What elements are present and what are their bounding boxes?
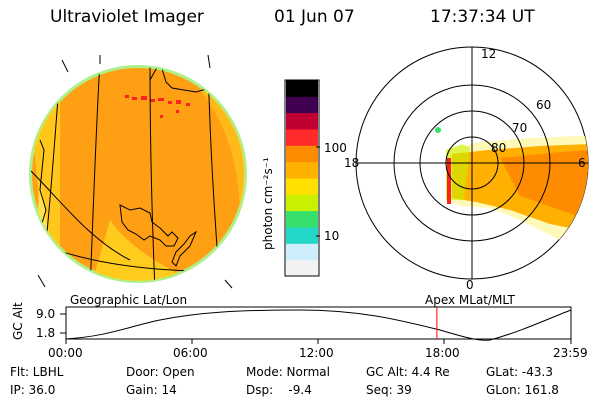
colorbar-unit-label: photon cm⁻²s⁻¹	[261, 157, 275, 250]
y-tick-9: 9.0	[36, 307, 56, 321]
colorbar-segment	[286, 259, 318, 277]
colorbar-segment	[286, 145, 318, 163]
x-tick-0600: 06:00	[173, 346, 208, 360]
x-tick-2359: 23:59	[553, 346, 588, 360]
status-flt: Flt: LBHL	[10, 365, 64, 379]
lat-label-60: 60	[536, 98, 552, 112]
colorbar-tick-100: 100	[324, 141, 347, 155]
altitude-curve	[65, 309, 572, 341]
colorbar-segment	[286, 210, 318, 228]
colorbar-segment	[286, 112, 318, 130]
status-ip: IP: 36.0	[10, 383, 56, 397]
geo-lat-lon-label: Geographic Lat/Lon	[70, 293, 188, 307]
polar-plot	[355, 46, 589, 280]
status-mode: Mode: Normal	[246, 365, 330, 379]
mlt-label-12: 12	[481, 47, 497, 61]
status-glat: GLat: -43.3	[486, 365, 553, 379]
x-tick-1200: 12:00	[299, 346, 334, 360]
lat-label-70: 70	[512, 121, 528, 135]
mlt-label-18: 18	[344, 156, 360, 170]
colorbar-segment	[286, 161, 318, 179]
colorbar-segment	[286, 227, 318, 244]
status-dsp: Dsp: -9.4	[246, 383, 312, 397]
colorbar-tick-10: 10	[324, 229, 340, 243]
lat-label-80: 80	[491, 141, 507, 155]
instrument-title: Ultraviolet Imager	[50, 7, 204, 27]
date-label: 01 Jun 07	[274, 7, 355, 27]
colorbar-segment	[286, 96, 318, 114]
color-bar	[284, 79, 320, 277]
colorbar-segment	[286, 178, 318, 195]
y-tick-1-8: 1.8	[36, 326, 56, 340]
status-gain: Gain: 14	[126, 383, 177, 397]
colorbar-segment	[286, 243, 318, 261]
time-label: 17:37:34 UT	[430, 7, 535, 27]
mlt-label-0: 0	[466, 278, 474, 292]
colorbar-segment	[286, 129, 318, 146]
apex-mlat-mlt-label: Apex MLat/MLT	[425, 293, 515, 307]
colorbar-segment	[286, 80, 318, 97]
earth-disk-image	[29, 54, 247, 289]
mlt-label-6: 6	[578, 156, 586, 170]
gc-alt-axis-label: GC Alt	[11, 302, 25, 340]
status-gc-alt: GC Alt: 4.4 Re	[366, 365, 450, 379]
altitude-timeline	[60, 306, 572, 344]
polar-hotspot	[447, 158, 451, 204]
status-glon: GLon: 161.8	[486, 383, 559, 397]
status-seq: Seq: 39	[366, 383, 412, 397]
x-tick-0000: 00:00	[48, 346, 83, 360]
status-door: Door: Open	[126, 365, 195, 379]
colorbar-segment	[286, 194, 318, 212]
x-tick-1800: 18:00	[425, 346, 460, 360]
